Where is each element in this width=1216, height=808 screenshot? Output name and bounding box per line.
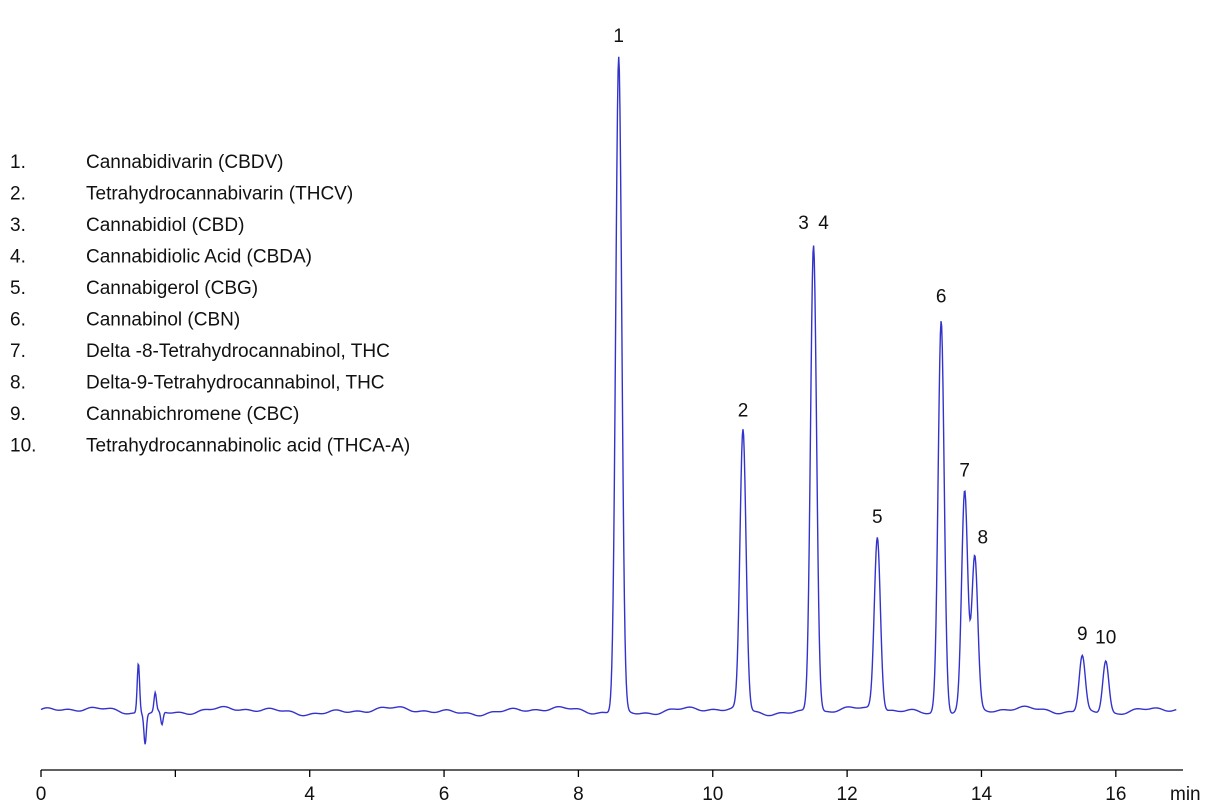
peak-label-6: 6 (936, 287, 947, 308)
legend-number: 3. (10, 215, 26, 236)
chromatogram-trace (40, 56, 1177, 745)
x-tick-label: 8 (573, 784, 584, 805)
peak-label-9: 9 (1077, 624, 1088, 645)
legend-compound-name: Tetrahydrocannabivarin (THCV) (86, 184, 353, 205)
peak-label-4: 4 (818, 213, 829, 234)
x-tick-label: 6 (439, 784, 450, 805)
peak-label-7: 7 (959, 460, 970, 481)
legend-number: 4. (10, 247, 26, 268)
x-tick-label: 4 (304, 784, 315, 805)
x-tick-label: 14 (971, 784, 993, 805)
x-axis: 0 4 6 8 10 12 14 16 min (36, 769, 1201, 805)
peak-label-3: 3 (798, 213, 809, 234)
x-tick-label: 16 (1105, 784, 1126, 805)
peak-label-10: 10 (1095, 628, 1116, 649)
legend-compound-name: Cannabidiolic Acid (CBDA) (86, 247, 312, 268)
legend-compound-name: Tetrahydrocannabinolic acid (THCA-A) (86, 436, 410, 457)
x-tick-label: 0 (36, 784, 47, 805)
legend-compound-name: Delta-9-Tetrahydrocannabinol, THC (86, 373, 385, 394)
legend-number: 5. (10, 278, 26, 299)
x-tick-label: 10 (702, 784, 723, 805)
peak-label-1: 1 (613, 26, 624, 47)
legend-compound-name: Cannabichromene (CBC) (86, 404, 299, 425)
peak-label-2: 2 (738, 400, 749, 421)
legend-compound-name: Cannabigerol (CBG) (86, 278, 258, 299)
x-tick-label: 12 (837, 784, 858, 805)
legend-number: 10. (10, 436, 36, 457)
legend-compound-name: Cannabidiol (CBD) (86, 215, 244, 236)
legend-compound-name: Cannabinol (CBN) (86, 310, 240, 331)
legend-compound-name: Cannabidivarin (CBDV) (86, 152, 283, 173)
legend-number: 9. (10, 404, 26, 425)
legend-number: 2. (10, 184, 26, 205)
peak-label-5: 5 (872, 507, 883, 528)
legend-compound-name: Delta -8-Tetrahydrocannabinol, THC (86, 341, 390, 362)
peak-labels: 1 2 3 4 5 6 7 8 9 10 (613, 26, 1116, 649)
legend-number: 7. (10, 341, 26, 362)
compound-legend: 1. Cannabidivarin (CBDV) 2. Tetrahydrocanna… (10, 152, 410, 457)
x-axis-unit: min (1170, 784, 1201, 805)
legend-number: 1. (10, 152, 26, 173)
legend-number: 8. (10, 373, 26, 394)
peak-label-8: 8 (977, 527, 988, 548)
legend-number: 6. (10, 310, 26, 331)
